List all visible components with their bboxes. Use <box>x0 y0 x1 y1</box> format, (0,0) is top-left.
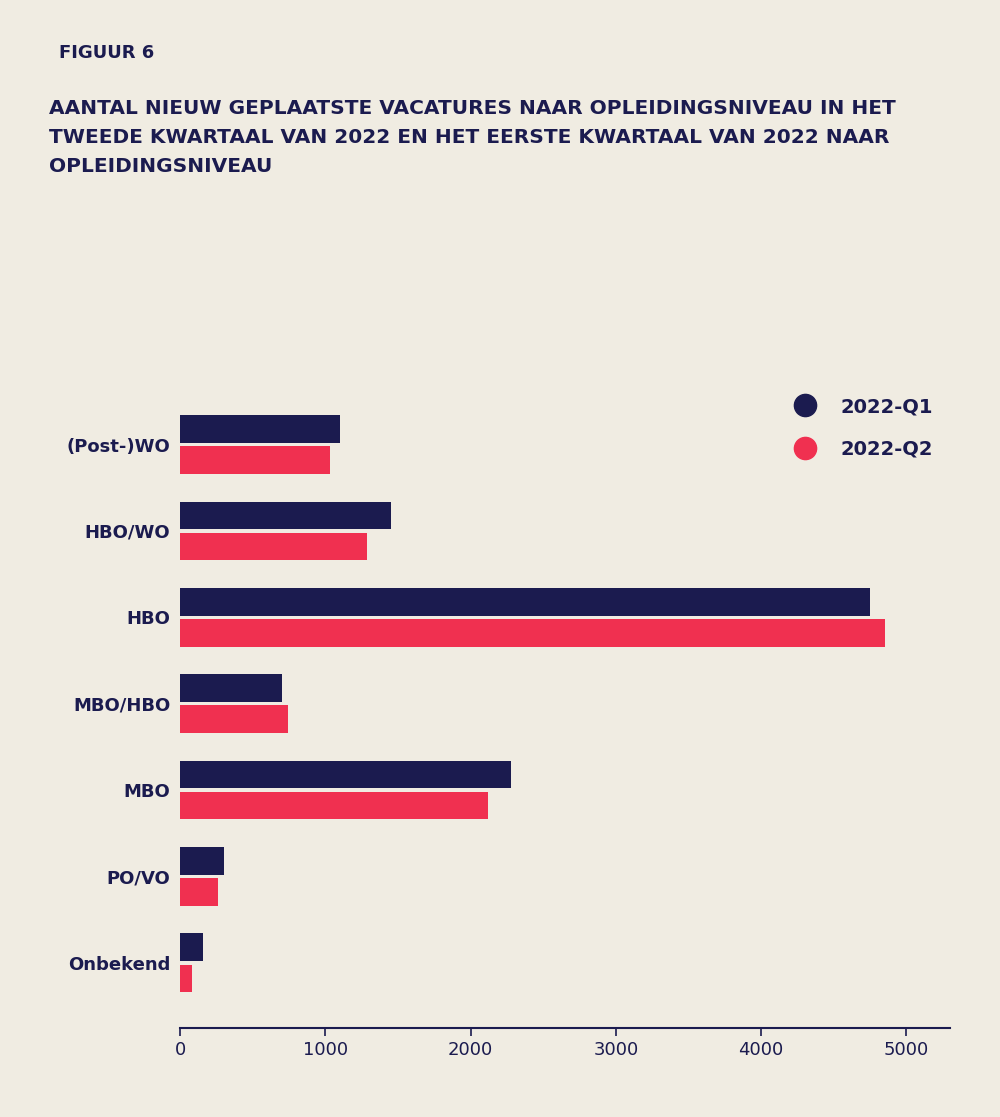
Bar <box>180 706 288 733</box>
Bar <box>180 416 340 442</box>
Bar <box>180 847 224 875</box>
Bar <box>180 878 218 906</box>
Bar <box>180 588 870 615</box>
Bar <box>180 619 885 647</box>
Text: FIGUUR 6: FIGUUR 6 <box>59 44 154 63</box>
Bar <box>180 675 282 701</box>
Bar <box>180 761 511 789</box>
Bar <box>180 792 488 820</box>
Bar <box>180 502 391 529</box>
Bar <box>180 934 203 961</box>
Legend: 2022-Q1, 2022-Q2: 2022-Q1, 2022-Q2 <box>778 390 940 467</box>
Text: AANTAL NIEUW GEPLAATSTE VACATURES NAAR OPLEIDINGSNIVEAU IN HET
TWEEDE KWARTAAL V: AANTAL NIEUW GEPLAATSTE VACATURES NAAR O… <box>49 99 896 175</box>
Bar <box>180 965 192 992</box>
Bar <box>180 447 330 474</box>
Bar <box>180 533 367 561</box>
